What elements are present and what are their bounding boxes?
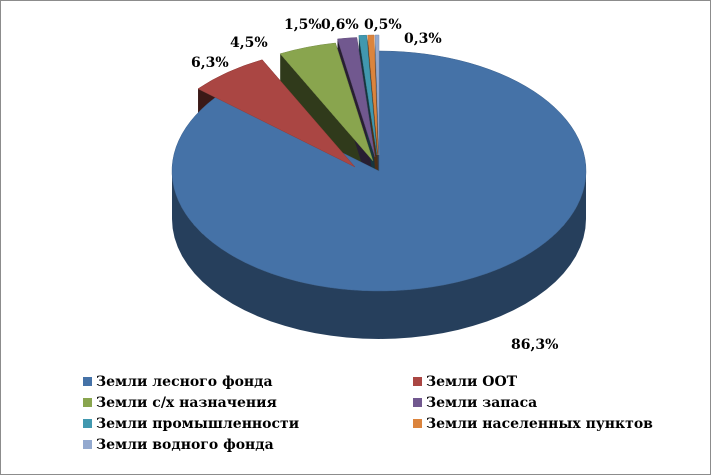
pie-slice-top-1 [171,50,587,292]
data-label-6: 0,5% [364,17,402,33]
legend-swatch [83,419,92,428]
pie-slice-top-4 [337,37,376,158]
legend-item: Земли населенных пунктов [413,415,653,433]
legend-item: Земли ООТ [413,373,517,391]
legend-swatch [413,398,422,407]
legend-swatch [83,377,92,386]
legend-swatch [413,419,422,428]
legend-label: Земли с/х назначения [96,395,277,411]
data-label-3: 4,5% [230,35,268,51]
legend-label: Земли ООТ [426,374,518,390]
data-label-5: 0,6% [321,17,359,33]
slice-outer-wall [172,171,586,339]
legend-item: Земли водного фонда [83,436,274,454]
legend-swatch [413,377,422,386]
legend-swatch [83,440,92,449]
legend-label: Земли лесного фонда [96,374,273,390]
pie-tops [171,34,587,292]
data-label-4: 1,5% [284,17,322,33]
legend-label: Земли водного фонда [96,437,274,453]
pie-slice-top-3 [279,42,374,162]
pie-slice-top-6 [367,34,379,156]
data-labels: 86,3% 6,3%4,5% 1,5% 0,6% 0,5%0,3% [191,17,558,353]
pie-slice-top-5 [358,34,378,156]
legend-item: Земли промышленности [83,415,299,433]
legend-label: Земли населенных пунктов [426,416,653,432]
pie-slice-top-7 [374,34,380,156]
legend-label: Земли запаса [426,395,538,411]
data-label-1: 86,3% [511,337,558,353]
legend-item: Земли лесного фонда [83,373,273,391]
data-label-7: 0,3% [404,31,442,47]
pie-slice-top-2 [197,59,356,168]
data-label-2: 6,3% [191,55,229,71]
legend-item: Земли запаса [413,394,537,412]
legend-item: Земли с/х назначения [83,394,277,412]
legend-swatch [83,398,92,407]
legend-label: Земли промышленности [96,416,300,432]
